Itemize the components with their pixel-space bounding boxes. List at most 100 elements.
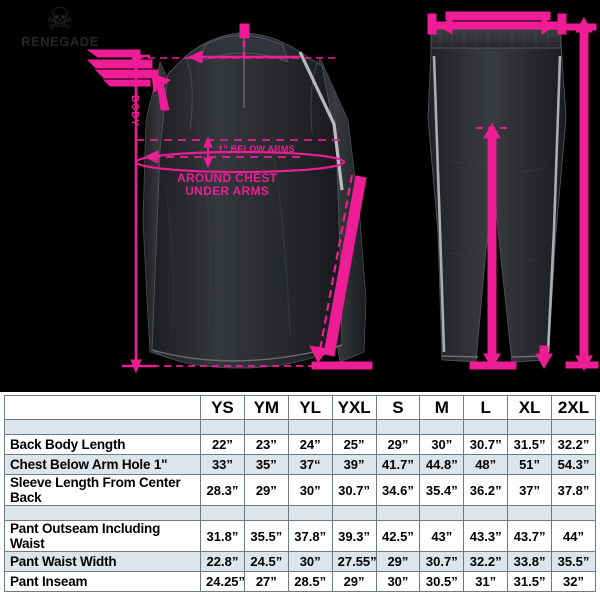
row-label-pant-outseam: Pant Outseam Including Waist	[4, 520, 201, 552]
garment-illustration: ☠ RENEGADE BODY 1” BELOW ARMS AROUND CHE…	[12, 4, 599, 374]
cell-value: 43”	[419, 520, 465, 552]
jacket-graphic	[142, 32, 367, 369]
header-size-m: M	[419, 395, 465, 420]
measurement-overlay	[86, 11, 599, 374]
spacer-cell	[463, 505, 509, 521]
spacer-cell	[243, 419, 289, 435]
cell-value: 29”	[375, 434, 421, 455]
size-table: YS YM YL YXL S M L XL 2XL	[4, 395, 596, 592]
spacer-cell	[551, 505, 596, 521]
cell-value: 30”	[287, 474, 333, 506]
below-arms-dimension	[203, 136, 213, 169]
cell-value: 30”	[375, 571, 421, 592]
cell-value: 43.3”	[463, 520, 509, 552]
cell-value: 27”	[243, 571, 289, 592]
cell-value: 37.8”	[551, 474, 596, 506]
sleeve-length-dimension	[309, 174, 373, 370]
callout-around-chest: AROUND CHEST UNDER ARMS	[177, 172, 277, 197]
spacer-cell	[4, 505, 201, 521]
table-row: Back Body Length 22” 23” 24” 25” 29” 30”…	[4, 434, 596, 455]
row-label-back-body-length: Back Body Length	[4, 434, 201, 455]
header-size-ys: YS	[200, 395, 245, 420]
cell-value: 30”	[419, 434, 465, 455]
cell-value: 39.3”	[331, 520, 377, 552]
cell-value: 28.3”	[200, 474, 245, 506]
pants-inseam-dimension	[469, 122, 517, 370]
cell-value: 42.5”	[375, 520, 421, 552]
header-size-yl: YL	[287, 395, 333, 420]
cell-value: 35.5”	[243, 520, 289, 552]
callout-below-arms: 1” BELOW ARMS	[218, 144, 295, 154]
table-row: Sleeve Length From Center Back 28.3” 29”…	[4, 474, 596, 506]
chest-circumference-ellipse	[134, 150, 346, 174]
size-table-header-row: YS YM YL YXL S M L XL 2XL	[4, 395, 596, 420]
spacer-cell	[375, 505, 421, 521]
spacer-cell	[331, 505, 377, 521]
cell-value: 30.7”	[419, 551, 465, 572]
cell-value: 37”	[507, 474, 552, 506]
callout-around-chest-line2: UNDER ARMS	[185, 183, 270, 198]
cell-value: 29”	[375, 551, 421, 572]
cell-value: 35”	[243, 454, 289, 475]
cell-value: 43.7”	[507, 520, 552, 552]
cell-value: 33”	[200, 454, 245, 475]
cell-value: 30”	[287, 551, 333, 572]
table-row: Pant Inseam 24.25” 27” 28.5” 29” 30” 30.…	[4, 571, 596, 592]
cell-value: 51”	[507, 454, 552, 475]
center-back-cap	[239, 23, 250, 39]
row-label-sleeve-length: Sleeve Length From Center Back	[4, 474, 201, 506]
cell-value: 39”	[331, 454, 377, 475]
cell-value: 37.8”	[287, 520, 333, 552]
spacer-cell	[200, 419, 245, 435]
brand-logo: ☠ RENEGADE	[12, 4, 108, 52]
row-label-chest-below-arm-hole: Chest Below Arm Hole 1"	[4, 454, 201, 475]
spacer-cell	[331, 419, 377, 435]
cell-value: 54.3”	[551, 454, 596, 475]
spacer-cell	[507, 419, 552, 435]
spacer-cell	[507, 505, 552, 521]
cell-value: 44.8”	[419, 454, 465, 475]
cell-value: 36.2”	[463, 474, 509, 506]
cell-value: 32.2”	[551, 434, 596, 455]
cell-value: 31.8”	[200, 520, 245, 552]
cell-value: 24.25”	[200, 571, 245, 592]
size-table-container: YS YM YL YXL S M L XL 2XL	[0, 392, 600, 600]
cell-value: 24”	[287, 434, 333, 455]
cell-value: 41.7”	[375, 454, 421, 475]
cell-value: 22.8”	[200, 551, 245, 572]
spacer-cell	[419, 505, 465, 521]
header-size-l: L	[463, 395, 509, 420]
chest-width-arrow	[143, 150, 300, 164]
spacer-cell	[200, 505, 245, 521]
spacer-cell	[243, 505, 289, 521]
center-back-arrow	[187, 50, 300, 64]
table-row: Pant Waist Width 22.8” 24.5” 30” 27.55” …	[4, 551, 596, 572]
skull-helmet-icon: ☠	[46, 3, 74, 36]
cell-value: 34.6”	[375, 474, 421, 506]
table-row: Pant Outseam Including Waist 31.8” 35.5”…	[4, 520, 596, 552]
table-row: Chest Below Arm Hole 1" 33” 35” 37“ 39” …	[4, 454, 596, 475]
spacer-row-top	[4, 419, 596, 435]
row-label-pant-inseam: Pant Inseam	[4, 571, 201, 592]
cell-value: 27.55”	[331, 551, 377, 572]
header-corner-cell	[4, 395, 201, 420]
callout-body-length: BODY	[129, 95, 140, 127]
header-size-xl: XL	[507, 395, 552, 420]
cell-value: 30.5”	[419, 571, 465, 592]
cell-value: 25”	[331, 434, 377, 455]
pants-graphic	[427, 27, 567, 363]
garment-svg	[86, 11, 599, 374]
spacer-cell	[4, 419, 201, 435]
cell-value: 33.8”	[507, 551, 552, 572]
pants-waist-width-dimension	[427, 11, 567, 35]
cell-value: 29”	[331, 571, 377, 592]
spacer-cell	[419, 419, 465, 435]
spacer-cell	[463, 419, 509, 435]
header-size-ym: YM	[243, 395, 289, 420]
cell-value: 48”	[463, 454, 509, 475]
spacer-cell	[551, 419, 596, 435]
cell-value: 31.5”	[507, 434, 552, 455]
cell-value: 29”	[243, 474, 289, 506]
pants-outseam-dimension	[565, 16, 599, 372]
